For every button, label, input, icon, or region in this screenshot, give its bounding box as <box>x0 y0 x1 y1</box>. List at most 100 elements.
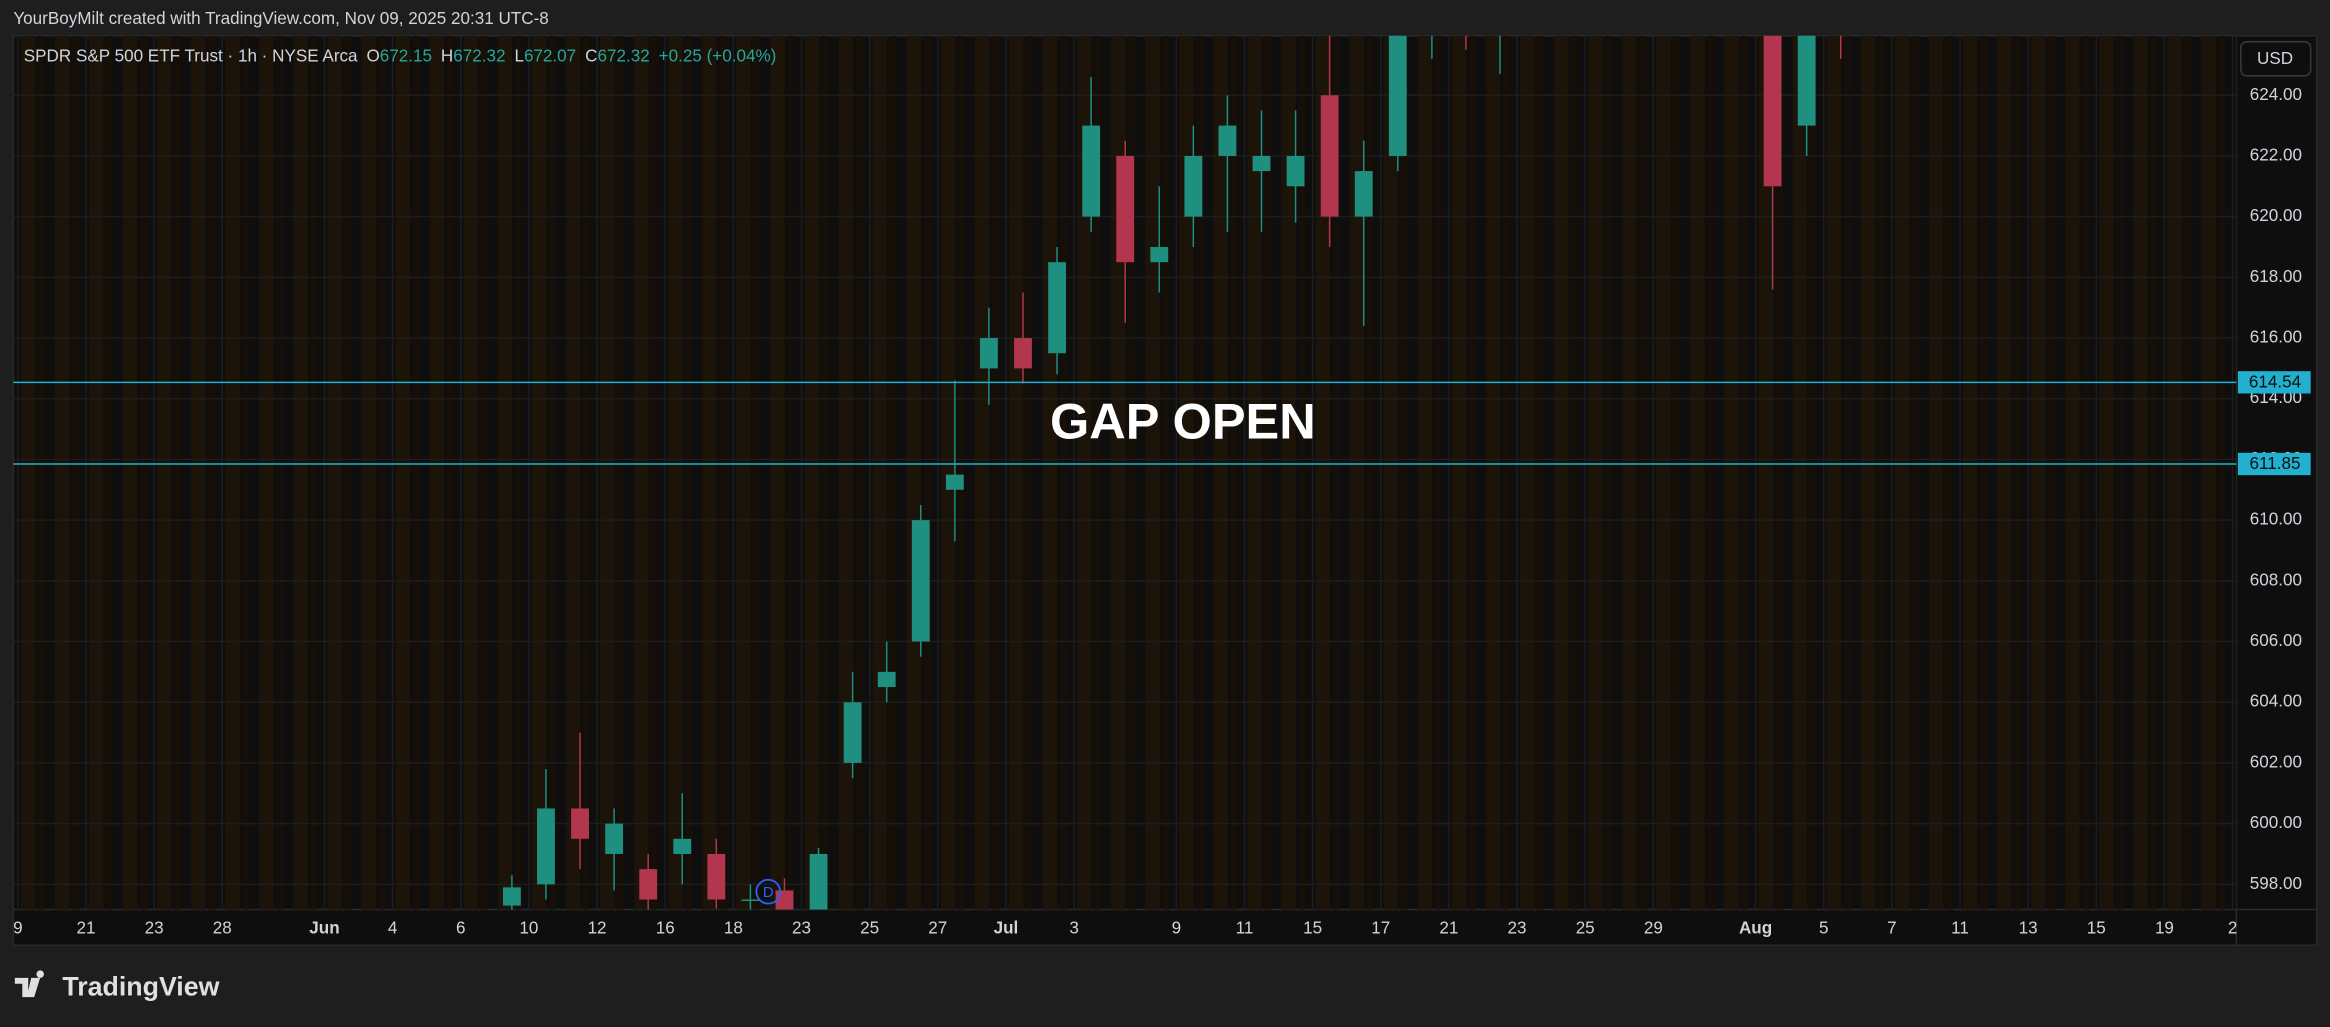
session-stripe <box>2116 35 2124 910</box>
session-stripe <box>1843 35 1851 910</box>
y-tick-label: 600.00 <box>2250 813 2302 832</box>
session-stripe <box>1860 35 1876 910</box>
session-stripe <box>531 35 547 910</box>
session-stripe <box>1094 35 1101 910</box>
x-tick-label: 15 <box>1303 918 1322 937</box>
session-stripe <box>1434 35 1442 910</box>
x-tick-label: 6 <box>456 918 466 937</box>
session-stripe <box>174 35 181 910</box>
candle-body <box>502 887 521 906</box>
session-stripe <box>1383 35 1399 910</box>
plot-area <box>13 35 2237 910</box>
session-stripe <box>1741 35 1749 910</box>
session-stripe <box>208 35 216 910</box>
session-stripe <box>702 35 717 910</box>
session-stripe <box>1025 35 1033 910</box>
candle-body <box>1184 155 1203 217</box>
x-tick-label: 11 <box>1236 918 1254 937</box>
candle-body <box>639 869 658 900</box>
session-stripe <box>1656 35 1671 910</box>
session-stripe <box>225 35 240 910</box>
candle-body <box>980 338 998 369</box>
session-stripe <box>2065 35 2080 910</box>
session-stripe <box>276 35 284 910</box>
level-label: 614.54 <box>2249 373 2301 392</box>
session-stripe <box>1605 35 1613 910</box>
x-tick-label: 17 <box>1371 918 1390 937</box>
y-tick-label: 606.00 <box>2250 631 2302 650</box>
session-stripe <box>906 35 922 910</box>
session-stripe <box>1639 35 1647 910</box>
x-tick-label: 7 <box>1887 918 1897 937</box>
session-stripe <box>821 35 829 910</box>
legend-value: 672.15 <box>380 46 432 65</box>
session-stripe <box>140 35 147 910</box>
session-stripe <box>889 35 897 910</box>
session-stripe <box>2082 35 2090 910</box>
x-tick-label: 16 <box>656 918 675 937</box>
session-stripe <box>2048 35 2055 910</box>
x-tick-label: 23 <box>792 918 811 937</box>
session-stripe <box>293 35 308 910</box>
candle-body <box>1150 246 1169 263</box>
x-tick-label: 19 <box>2155 918 2174 937</box>
session-stripe <box>310 35 318 910</box>
session-stripe <box>855 35 863 910</box>
session-stripe <box>872 35 887 910</box>
x-tick-label: 11 <box>1951 918 1969 937</box>
currency-button[interactable] <box>2240 40 2312 77</box>
legend-value: 672.32 <box>453 46 505 65</box>
candle-body <box>843 702 862 763</box>
candle-body <box>707 853 726 900</box>
session-stripe <box>2150 35 2158 910</box>
session-stripe <box>1911 35 1919 910</box>
session-stripe <box>2133 35 2148 910</box>
legend: SPDR S&P 500 ETF Trust · 1h · NYSE Arca O… <box>24 46 777 65</box>
legend-value: 672.32 <box>597 46 649 65</box>
session-stripe <box>974 35 990 910</box>
session-stripe <box>429 35 444 910</box>
session-stripe <box>20 35 36 910</box>
session-stripe <box>1997 35 2012 910</box>
session-stripe <box>940 35 956 910</box>
session-stripe <box>1417 35 1433 910</box>
candle-body <box>571 808 589 839</box>
legend-key: H <box>441 46 453 65</box>
session-stripe <box>2201 35 2216 910</box>
session-stripe <box>1281 35 1296 910</box>
session-stripe <box>1758 35 1773 910</box>
x-tick-label: 9 <box>1172 918 1182 937</box>
symbol: SPDR S&P 500 ETF Trust · 1h · NYSE Arca <box>24 46 358 65</box>
session-stripe <box>1043 35 1058 910</box>
session-stripe <box>736 35 751 910</box>
session-stripe <box>412 35 420 910</box>
session-stripe <box>2031 35 2046 910</box>
session-stripe <box>719 35 727 910</box>
session-stripe <box>1962 35 1978 910</box>
session-stripe <box>600 35 615 910</box>
candle-body <box>809 853 828 910</box>
session-stripe <box>361 35 376 910</box>
x-tick-label: 21 <box>1439 918 1458 937</box>
dividend-marker[interactable] <box>755 878 782 905</box>
session-stripe <box>242 35 250 910</box>
session-stripe <box>1724 35 1739 910</box>
y-tick-label: 598.00 <box>2250 874 2302 893</box>
session-stripe <box>923 35 931 910</box>
dividend-label[interactable]: D <box>763 885 774 901</box>
currency[interactable]: USD <box>2257 49 2293 68</box>
x-tick-label: 3 <box>1069 918 1079 937</box>
candle-body <box>673 838 692 854</box>
session-stripe <box>123 35 138 910</box>
session-stripe <box>1077 35 1092 910</box>
session-stripe <box>480 35 488 910</box>
x-tick-label: 25 <box>1576 918 1595 937</box>
session-stripe <box>753 35 761 910</box>
candle-body <box>741 899 760 901</box>
session-stripe <box>1554 35 1569 910</box>
y-tick-label: 620.00 <box>2250 206 2302 225</box>
candle-body <box>1252 155 1271 172</box>
legend-value: 672.07 <box>524 46 576 65</box>
session-stripe <box>1298 35 1306 910</box>
